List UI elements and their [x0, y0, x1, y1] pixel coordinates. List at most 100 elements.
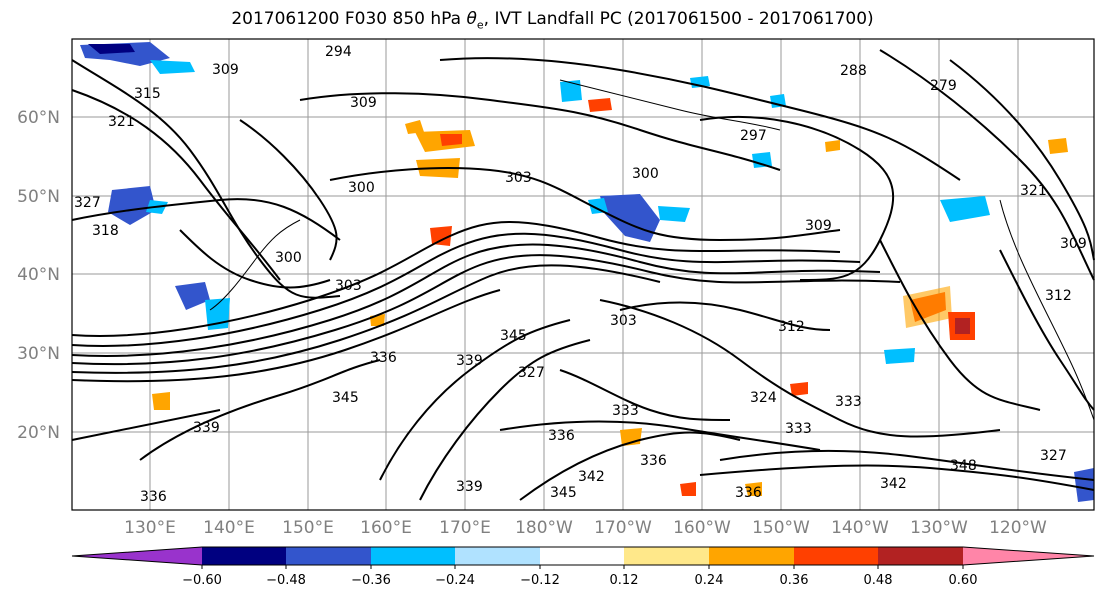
contour-line — [299, 92, 781, 171]
contour-line — [439, 57, 961, 181]
colorbar-segment — [709, 547, 794, 565]
shade-patch — [405, 120, 424, 134]
contour-line — [329, 167, 841, 242]
lon-label: 170°E — [439, 518, 491, 538]
longitude-labels: 130°E 140°E 150°E 160°E 170°E 180°W 170°… — [124, 518, 1047, 538]
contour-line — [71, 289, 501, 383]
lon-label: 150°W — [752, 518, 810, 538]
contour-line — [71, 232, 861, 347]
contour-label: 345 — [332, 390, 359, 406]
colorbar-segment — [286, 547, 371, 565]
shade-patch — [88, 44, 135, 54]
lon-label: 170°W — [594, 518, 652, 538]
colorbar-label: 0.60 — [949, 573, 978, 588]
shade-patch — [903, 286, 952, 328]
map-panel: 294 309 315 321 327 318 309 300 303 303 … — [71, 38, 1095, 511]
contour-line — [71, 89, 281, 281]
contour-label: 309 — [350, 95, 377, 111]
lon-label: 140°E — [203, 518, 255, 538]
map-border — [71, 38, 1095, 511]
contour-label: 318 — [92, 223, 119, 239]
colorbar-label: −0.48 — [266, 573, 306, 588]
contour-line — [519, 431, 741, 501]
coastlines — [209, 79, 1095, 421]
contour-label: 312 — [1045, 288, 1072, 304]
contour-label: 288 — [840, 63, 867, 79]
shade-patch — [588, 98, 612, 112]
contour-label: 336 — [370, 350, 397, 366]
shade-patch — [440, 134, 462, 146]
title-prefix: 2017061200 F030 850 hPa — [231, 9, 467, 29]
coastline-north-america — [999, 199, 1095, 421]
contour-line — [71, 221, 841, 337]
contour-label: 297 — [740, 128, 767, 144]
shade-patch — [790, 382, 808, 396]
contour-label: 336 — [548, 428, 575, 444]
colorbar-label: 0.12 — [610, 573, 639, 588]
contour-label: 342 — [880, 476, 907, 492]
shade-patch — [680, 482, 696, 496]
shade-patch — [825, 140, 840, 152]
contour-line — [999, 249, 1095, 411]
lon-label: 180°W — [515, 518, 573, 538]
colorbar-label: 0.48 — [864, 573, 893, 588]
contour-label: 309 — [212, 62, 239, 78]
colorbar-segment — [963, 547, 1094, 565]
colorbar-segment — [455, 547, 540, 565]
shade-patch — [108, 186, 156, 225]
shade-patch — [560, 80, 582, 102]
colorbar-segment — [540, 547, 624, 565]
shade-patch — [430, 226, 452, 246]
colorbar-segment — [878, 547, 963, 565]
contour-label: 303 — [610, 313, 637, 329]
contour-line — [499, 420, 821, 451]
shade-patch — [150, 60, 195, 74]
contour-line — [879, 239, 1041, 411]
shade-patch — [884, 348, 915, 364]
shade-patch — [752, 152, 772, 168]
colorbar-label: −0.24 — [435, 573, 475, 588]
contour-label: 300 — [275, 250, 302, 266]
title-theta: θ — [466, 9, 477, 29]
contour-label: 345 — [550, 485, 577, 501]
colorbar-segment — [624, 547, 709, 565]
lon-label: 130°E — [124, 518, 176, 538]
lon-label: 150°E — [282, 518, 334, 538]
contour-label: 348 — [950, 458, 977, 474]
contour-line — [699, 464, 1095, 491]
colorbar-segment — [371, 547, 455, 565]
lat-label: 30°N — [17, 344, 60, 364]
contour-label: 339 — [193, 420, 220, 436]
contour-line — [71, 264, 661, 374]
colorbar-label: −0.36 — [351, 573, 391, 588]
colorbar: −0.60 −0.48 −0.36 −0.24 −0.12 0.12 0.24 … — [71, 546, 1095, 588]
lat-label: 60°N — [17, 108, 60, 128]
coastline-japan — [209, 219, 301, 311]
coastline-alaska — [559, 79, 781, 131]
contour-line — [139, 359, 381, 461]
contour-label: 327 — [518, 365, 545, 381]
lon-label: 120°W — [989, 518, 1047, 538]
contour-label: 336 — [140, 489, 167, 505]
contour-label: 333 — [612, 403, 639, 419]
contour-line — [239, 119, 338, 261]
contour-label: 300 — [632, 166, 659, 182]
contour-line — [419, 339, 591, 501]
colorbar-label: 0.36 — [780, 573, 809, 588]
shade-patch — [1074, 468, 1094, 502]
colorbar-segment — [202, 547, 286, 565]
contour-line — [879, 49, 1095, 281]
colorbar-segment — [72, 547, 202, 565]
contour-label: 342 — [578, 469, 605, 485]
contour-label: 303 — [505, 170, 532, 186]
contour-label: 294 — [325, 44, 352, 60]
shade-patch — [152, 392, 170, 410]
contour-label: 279 — [930, 78, 957, 94]
shade-patch — [588, 198, 608, 214]
contour-label: 315 — [134, 86, 161, 102]
contour-line — [599, 299, 1001, 438]
contour-line — [71, 59, 341, 299]
lat-label: 40°N — [17, 265, 60, 285]
colorbar-ticks — [201, 565, 964, 569]
